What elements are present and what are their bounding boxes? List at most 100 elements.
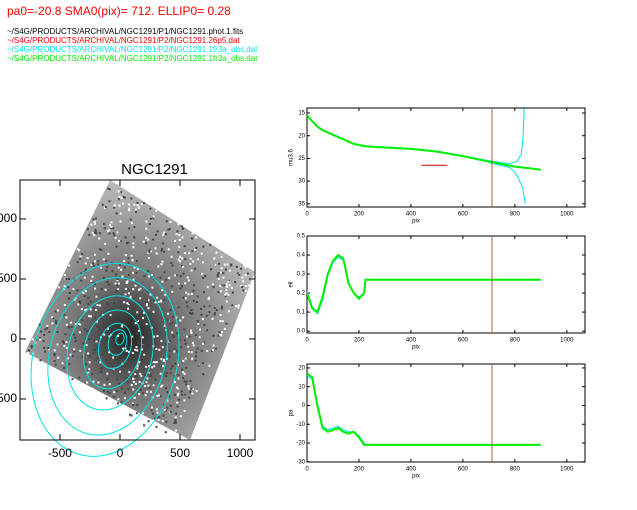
- noise-pixel: [175, 324, 178, 327]
- noise-pixel: [94, 217, 97, 220]
- noise-pixel: [68, 326, 71, 329]
- x-tick-label: 0: [117, 446, 124, 460]
- noise-pixel: [133, 266, 136, 269]
- noise-pixel: [27, 351, 30, 354]
- noise-pixel: [185, 366, 188, 369]
- noise-pixel: [176, 230, 179, 233]
- noise-pixel: [183, 372, 186, 375]
- x-tick-label: 800: [510, 212, 521, 218]
- noise-pixel: [200, 349, 203, 352]
- noise-pixel: [65, 323, 68, 326]
- noise-pixel: [148, 386, 151, 389]
- noise-pixel: [131, 335, 134, 338]
- noise-pixel: [186, 276, 189, 279]
- noise-pixel: [152, 384, 155, 387]
- noise-pixel: [114, 236, 117, 239]
- noise-pixel: [220, 267, 223, 270]
- noise-pixel: [87, 302, 90, 305]
- noise-pixel: [135, 281, 138, 284]
- y-tick-label: 0: [302, 403, 306, 409]
- noise-pixel: [53, 354, 56, 357]
- noise-pixel: [77, 303, 80, 306]
- noise-pixel: [145, 242, 148, 245]
- noise-pixel: [118, 195, 121, 198]
- noise-pixel: [218, 262, 221, 265]
- noise-pixel: [160, 263, 163, 266]
- noise-pixel: [132, 288, 135, 291]
- noise-pixel: [179, 287, 182, 290]
- noise-pixel: [83, 294, 86, 297]
- noise-pixel: [43, 333, 46, 336]
- noise-pixel: [174, 429, 177, 432]
- noise-pixel: [69, 353, 72, 356]
- noise-pixel: [79, 349, 82, 352]
- noise-pixel: [169, 220, 172, 223]
- noise-pixel: [137, 288, 140, 291]
- isophote-contour: [115, 332, 125, 346]
- noise-pixel: [89, 315, 92, 318]
- noise-pixel: [57, 286, 60, 289]
- noise-pixel: [159, 276, 162, 279]
- noise-pixel: [162, 414, 165, 417]
- noise-pixel: [176, 394, 179, 397]
- noise-pixel: [191, 237, 194, 240]
- noise-pixel: [153, 365, 156, 368]
- noise-pixel: [56, 330, 59, 333]
- noise-pixel: [116, 402, 119, 405]
- noise-pixel: [198, 336, 201, 339]
- noise-pixel: [140, 203, 143, 206]
- noise-pixel: [220, 334, 223, 337]
- plot-frame: [306, 363, 586, 463]
- noise-pixel: [188, 396, 191, 399]
- noise-pixel: [244, 289, 247, 292]
- noise-pixel: [105, 358, 108, 361]
- noise-pixel: [111, 365, 114, 368]
- noise-pixel: [153, 299, 156, 302]
- noise-pixel: [167, 228, 170, 231]
- noise-pixel: [206, 286, 209, 289]
- noise-pixel: [203, 341, 206, 344]
- noise-pixel: [142, 202, 145, 205]
- noise-pixel: [138, 361, 141, 364]
- noise-pixel: [38, 336, 41, 339]
- noise-pixel: [125, 288, 128, 291]
- noise-pixel: [164, 431, 167, 434]
- noise-pixel: [93, 253, 96, 256]
- noise-pixel: [114, 334, 117, 337]
- noise-pixel: [194, 267, 197, 270]
- noise-pixel: [54, 310, 57, 313]
- y-tick-label: 0.4: [297, 253, 306, 259]
- noise-pixel: [152, 215, 155, 218]
- noise-pixel: [215, 251, 218, 254]
- noise-pixel: [128, 356, 131, 359]
- x-tick-label: 400: [406, 467, 417, 473]
- noise-pixel: [136, 204, 139, 207]
- noise-pixel: [150, 409, 153, 412]
- noise-pixel: [191, 312, 194, 315]
- x-axis-label: pix: [412, 345, 420, 351]
- noise-pixel: [169, 340, 172, 343]
- noise-pixel: [135, 359, 138, 362]
- noise-pixel: [93, 234, 96, 237]
- y-tick-label: 20: [298, 366, 305, 372]
- noise-pixel: [127, 241, 130, 244]
- noise-pixel: [225, 268, 228, 271]
- noise-pixel: [177, 306, 180, 309]
- noise-pixel: [197, 258, 200, 261]
- noise-pixel: [67, 286, 70, 289]
- noise-pixel: [78, 331, 81, 334]
- noise-pixel: [154, 233, 157, 236]
- noise-pixel: [93, 339, 96, 342]
- noise-pixel: [120, 196, 123, 199]
- noise-pixel: [47, 348, 50, 351]
- noise-pixel: [165, 328, 168, 331]
- noise-pixel: [138, 380, 141, 383]
- noise-pixel: [155, 347, 158, 350]
- y-tick-label: 35: [298, 201, 305, 207]
- data-line: [307, 114, 541, 171]
- noise-pixel: [108, 188, 111, 191]
- noise-pixel: [86, 330, 89, 333]
- noise-pixel: [133, 375, 136, 378]
- noise-pixel: [179, 260, 182, 263]
- noise-pixel: [180, 346, 183, 349]
